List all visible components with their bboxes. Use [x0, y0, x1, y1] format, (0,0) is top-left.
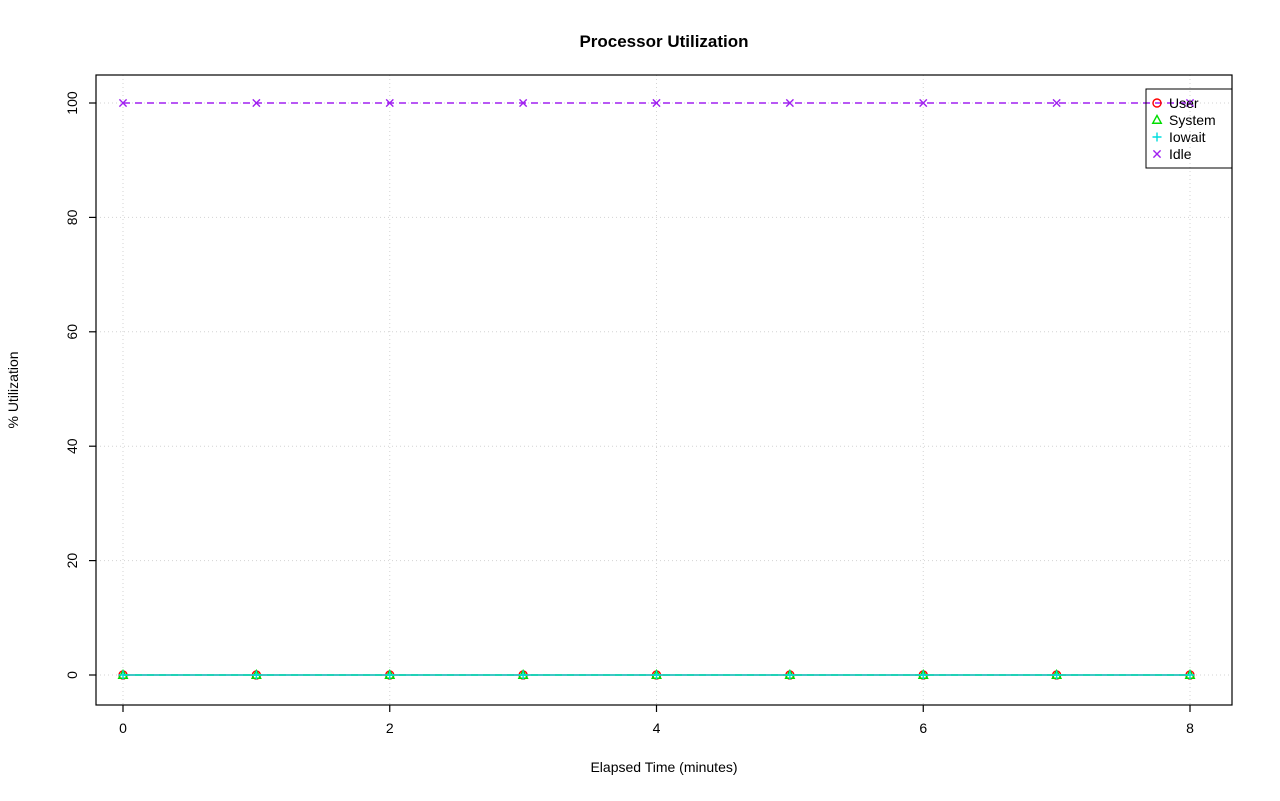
x-tick-label: 6: [919, 720, 927, 736]
legend-marker-user: [1152, 98, 1162, 108]
y-tick-label: 0: [64, 671, 80, 679]
legend-box: [1145, 88, 1233, 169]
marker-iowait: [652, 670, 661, 680]
x-tick-label: 4: [653, 720, 661, 736]
plot-border: [95, 74, 1233, 706]
y-tick-label: 20: [64, 553, 80, 569]
legend-label-idle: Idle: [1169, 146, 1192, 162]
x-axis-label: Elapsed Time (minutes): [590, 759, 737, 775]
legend-marker-iowait: [1152, 132, 1162, 142]
marker-iowait: [385, 670, 395, 680]
legend-label-system: System: [1169, 112, 1216, 128]
y-tick-label: 80: [64, 209, 80, 225]
marker-idle: [1185, 98, 1195, 108]
marker-iowait: [1052, 670, 1062, 680]
chart-title: Processor Utilization: [579, 32, 748, 51]
y-tick-label: 40: [64, 438, 80, 454]
marker-idle: [1052, 98, 1061, 108]
marker-iowait: [1185, 670, 1195, 680]
marker-iowait: [518, 670, 528, 680]
marker-iowait: [118, 670, 128, 680]
legend-marker-idle: [1152, 149, 1162, 159]
marker-idle: [519, 98, 528, 108]
legend-label-iowait: Iowait: [1169, 129, 1206, 145]
legend-label-user: User: [1169, 95, 1199, 111]
legend-marker-system: [1151, 114, 1163, 124]
marker-idle: [385, 98, 394, 108]
y-tick-label: 60: [64, 324, 80, 340]
marker-idle: [652, 98, 661, 108]
x-tick-label: 2: [386, 720, 394, 736]
marker-iowait: [785, 670, 795, 680]
marker-iowait: [918, 670, 928, 680]
x-tick-label: 0: [119, 720, 127, 736]
marker-idle: [919, 98, 928, 108]
y-tick-label: 100: [64, 91, 80, 115]
x-tick-label: 8: [1186, 720, 1194, 736]
marker-idle: [118, 98, 128, 108]
y-axis-label: % Utilization: [5, 351, 21, 428]
marker-idle: [785, 98, 794, 108]
marker-idle: [252, 98, 261, 108]
marker-iowait: [251, 670, 261, 680]
